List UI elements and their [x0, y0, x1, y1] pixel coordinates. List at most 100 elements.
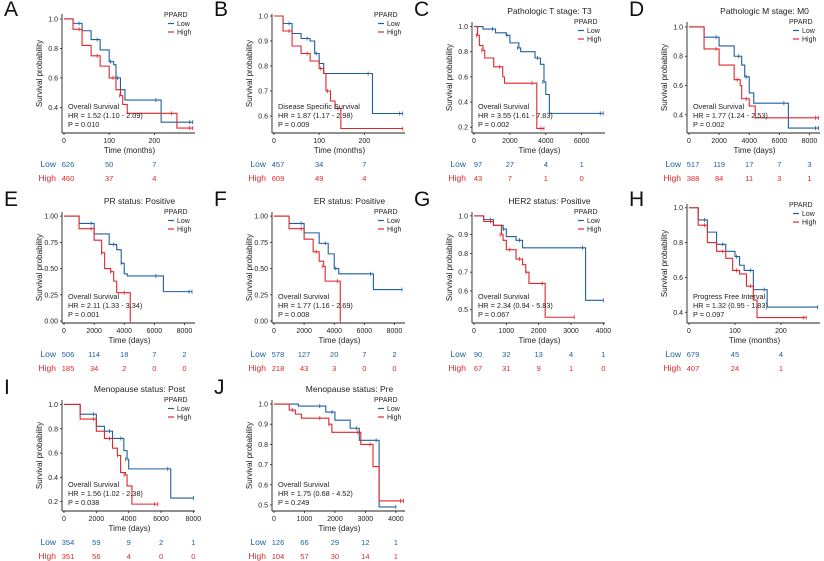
survival-type-label: Overall Survival [693, 102, 744, 111]
hazard-ratio-label: HR = 1.52 (1.10 - 2.09) [68, 111, 143, 120]
km-curve-low [64, 18, 193, 123]
legend-label-low: Low [177, 406, 191, 413]
risk-table-group-high: High [39, 173, 57, 183]
y-tick-label: 0.4 [48, 475, 58, 482]
legend-label-high: High [387, 415, 402, 422]
km-curve-low [689, 207, 818, 308]
risk-count: 45 [731, 350, 739, 359]
hazard-ratio-label: HR = 1.77 (1.16 - 2.69) [278, 301, 353, 310]
risk-count: 2 [392, 350, 396, 359]
legend-label-low: Low [387, 21, 401, 28]
legend-label-high: High [587, 227, 602, 234]
km-curve-low [64, 215, 192, 293]
x-tick-label: 4000 [596, 328, 612, 335]
km-curve-high [474, 25, 544, 130]
risk-count: 59 [92, 538, 100, 547]
panel-letter: B [214, 0, 229, 21]
x-tick-label: 100 [313, 138, 325, 145]
legend-title: PPARD [789, 19, 813, 26]
km-plot: Pathologic M stage: M0 0.4 0.6 0.8 1.0 0 2000 4… [660, 6, 820, 183]
hazard-ratio-label: HR = 1.32 (0.95 - 1.83) [693, 301, 768, 310]
risk-count: 12 [361, 538, 369, 547]
x-tick-label: 0 [62, 138, 66, 145]
survival-type-label: Overall Survival [478, 102, 529, 111]
risk-count: 679 [687, 350, 700, 359]
risk-count: 67 [474, 364, 482, 373]
risk-table-group-high: High [39, 551, 57, 561]
risk-table-group-high: High [664, 173, 682, 183]
km-curve-high [64, 403, 158, 505]
risk-table-group-high: High [449, 173, 467, 183]
y-tick-label: 0.6 [673, 275, 683, 282]
legend-label-low: Low [802, 28, 816, 35]
km-curve-high [274, 215, 341, 321]
x-tick-label: 0 [62, 516, 66, 523]
legend-label-high: High [177, 30, 192, 37]
hazard-ratio-label: HR = 1.75 (0.68 - 4.52) [278, 489, 353, 498]
risk-count: 0 [362, 364, 366, 373]
p-value-label: P = 0.097 [693, 310, 724, 319]
y-tick-label: 0.25 [254, 292, 268, 299]
y-tick-label: 0.8 [673, 240, 683, 247]
x-tick-label: 3000 [563, 328, 579, 335]
km-curve-low [474, 25, 604, 114]
risk-count: 32 [502, 350, 510, 359]
x-tick-label: 1000 [297, 516, 313, 523]
risk-count: 457 [272, 160, 285, 169]
survival-type-label: Overall Survival [278, 292, 329, 301]
risk-table-group-low: Low [665, 159, 681, 169]
y-tick-label: 0.8 [458, 49, 468, 56]
risk-count: 0 [182, 364, 186, 373]
y-tick-label: 0.6 [673, 83, 683, 90]
risk-count: 1 [394, 538, 398, 547]
x-tick-label: 0 [472, 328, 476, 335]
x-tick-label: 0 [687, 138, 691, 145]
risk-count: 354 [62, 538, 75, 547]
risk-count: 517 [687, 160, 700, 169]
risk-count: 56 [92, 552, 100, 561]
p-value-label: P = 0.249 [278, 498, 309, 507]
p-value-label: P = 0.009 [278, 120, 309, 129]
legend-label-high: High [387, 227, 402, 234]
legend-title: PPARD [164, 209, 188, 216]
y-tick-label: 0.4 [48, 105, 58, 112]
km-panel-j: J Menopause status: Pre 0.5 0.6 0.7 0.8 0.9 1.0… [210, 376, 415, 561]
y-tick-label: 0.6 [458, 288, 468, 295]
x-axis-label: Time (days) [734, 146, 776, 155]
km-panel-a: A 0.4 0.6 0.8 1.0 0 100 200 Time (months) Surviva… [0, 0, 205, 190]
km-panel-c: C Pathologic T stage: T3 0.2 0.4 0.6 0.8 1.0 0 2… [410, 0, 615, 190]
legend-label-high: High [802, 37, 817, 44]
p-value-label: P = 0.001 [68, 310, 99, 319]
x-tick-label: 0 [472, 138, 476, 145]
x-tick-label: 4000 [388, 516, 404, 523]
km-panel-h: H 0.4 0.6 0.8 1.0 0 100 200 Time (months) Surviva… [625, 188, 824, 380]
y-axis-label: Survival probability [445, 234, 454, 301]
risk-count: 84 [715, 174, 723, 183]
panel-title: Pathologic T stage: T3 [507, 6, 592, 16]
risk-count: 0 [152, 364, 156, 373]
y-tick-label: 0.8 [48, 426, 58, 433]
risk-count: 1 [779, 364, 783, 373]
x-tick-label: 4000 [116, 328, 132, 335]
risk-count: 185 [62, 364, 75, 373]
legend-title: PPARD [374, 209, 398, 216]
risk-count: 1 [569, 364, 573, 373]
y-tick-label: 1.0 [48, 402, 58, 409]
legend-label-low: Low [177, 21, 191, 28]
x-tick-label: 100 [103, 138, 115, 145]
risk-count: 119 [713, 160, 725, 169]
hazard-ratio-label: HR = 1.87 (1.17 - 2.98) [278, 111, 353, 120]
x-tick-label: 6000 [772, 138, 788, 145]
risk-count: 0 [159, 552, 163, 561]
risk-count: 0 [191, 552, 195, 561]
y-tick-label: 0.6 [48, 75, 58, 82]
p-value-label: P = 0.010 [68, 120, 99, 129]
risk-count: 2 [159, 538, 163, 547]
risk-count: 407 [687, 364, 700, 373]
x-axis-label: Time (days) [319, 336, 361, 345]
y-tick-label: 0.9 [458, 232, 468, 239]
y-axis-label: Survival probability [35, 422, 44, 489]
x-tick-label: 8000 [186, 516, 202, 523]
risk-count: 506 [62, 350, 75, 359]
